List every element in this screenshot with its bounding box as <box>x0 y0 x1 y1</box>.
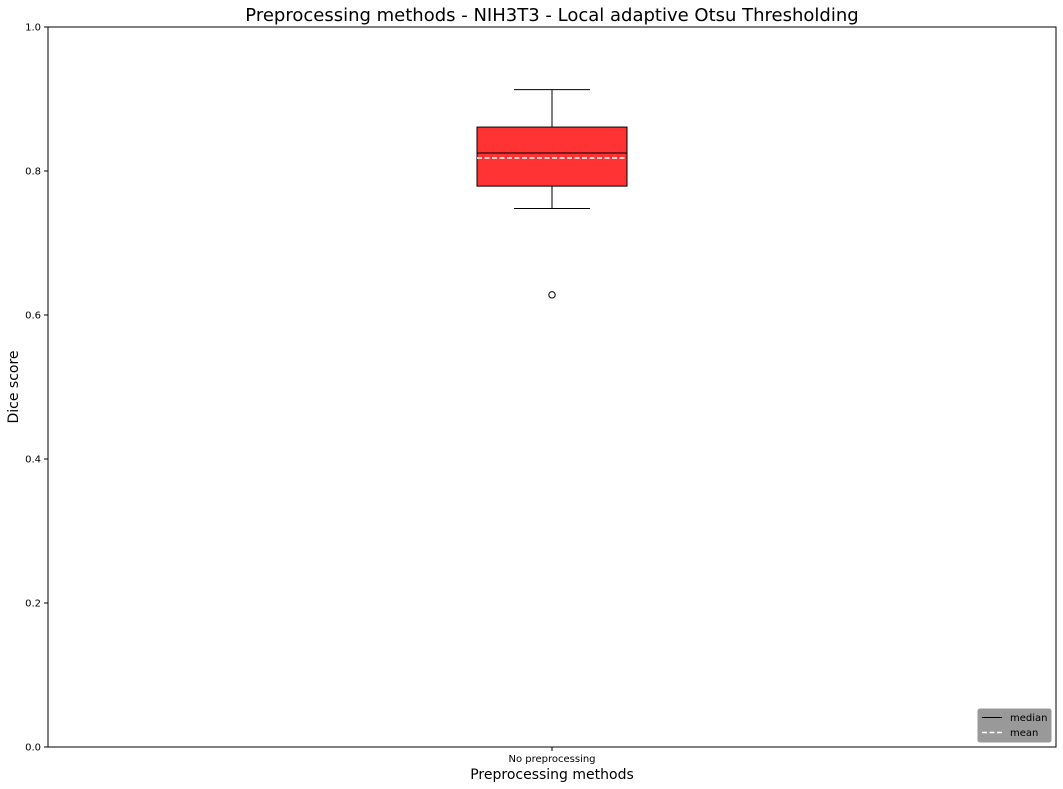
iqr-box <box>476 126 628 187</box>
y-tick-label: 0.8 <box>25 167 41 178</box>
legend-mean-label: mean <box>1010 728 1038 739</box>
chart-title: Preprocessing methods - NIH3T3 - Local a… <box>245 5 858 26</box>
x-tick-label: No preprocessing <box>508 754 595 765</box>
y-tick-label: 0.0 <box>25 743 41 754</box>
x-axis-label: Preprocessing methods <box>470 767 634 783</box>
box-series <box>476 89 628 299</box>
x-axis-ticks: No preprocessing <box>508 747 596 765</box>
legend: median mean <box>977 708 1052 743</box>
y-axis-label: Dice score <box>6 350 22 423</box>
legend-median-label: median <box>1010 713 1048 724</box>
outlier-point <box>548 291 556 299</box>
y-tick-label: 0.2 <box>25 599 41 610</box>
y-axis-ticks: 0.0 0.2 0.4 0.6 0.8 1.0 <box>25 23 48 754</box>
y-tick-label: 1.0 <box>25 23 41 34</box>
y-tick-label: 0.6 <box>25 311 41 322</box>
box-0 <box>476 89 628 299</box>
y-tick-label: 0.4 <box>25 455 41 466</box>
